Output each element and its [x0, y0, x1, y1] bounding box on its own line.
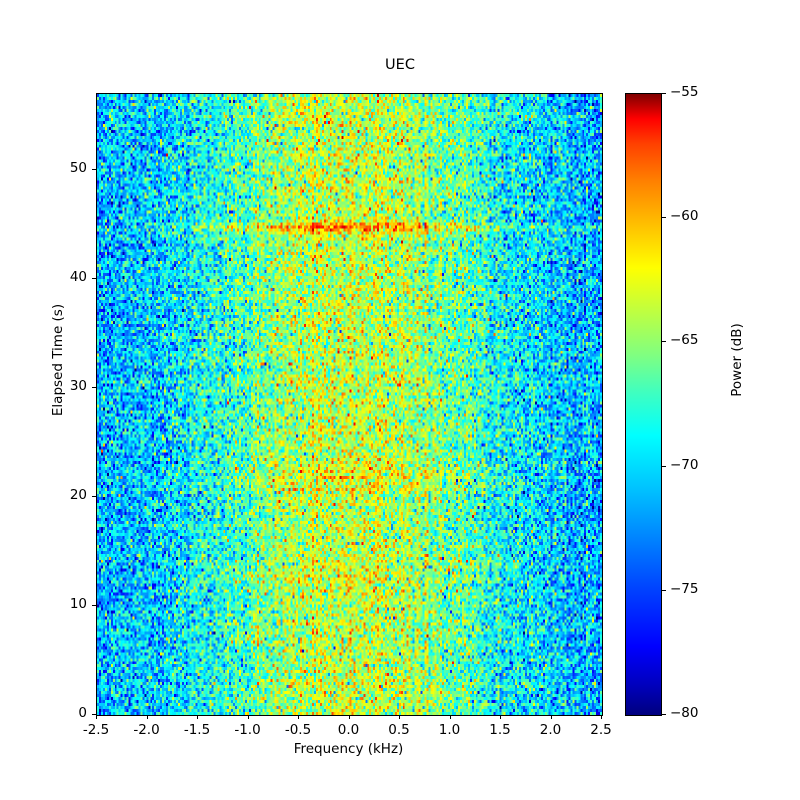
x-tick-label: -2.0: [133, 722, 160, 738]
y-axis-label: Elapsed Time (s): [50, 303, 66, 417]
x-tick-label: 1.5: [489, 722, 511, 738]
colorbar-tick-mark: [662, 714, 666, 715]
y-tick-label: 40: [69, 269, 87, 286]
y-tick-mark: [92, 278, 96, 279]
x-tick-label: -2.5: [82, 722, 110, 738]
y-tick-label: 50: [69, 160, 87, 177]
x-tick-label: -1.5: [183, 722, 211, 738]
x-tick-mark: [147, 715, 148, 719]
colorbar-tick-label: −65: [670, 332, 699, 349]
y-tick-label: 30: [69, 378, 87, 395]
x-tick-mark: [349, 715, 350, 719]
colorbar-tick-label: −80: [670, 705, 699, 721]
y-tick-mark: [92, 496, 96, 497]
colorbar-tick-mark: [662, 466, 666, 467]
y-tick-label: 20: [69, 487, 87, 504]
colorbar-tick-mark: [662, 217, 666, 218]
x-tick-mark: [399, 715, 400, 719]
y-tick-mark: [92, 169, 96, 170]
x-tick-label: -1.0: [234, 722, 261, 738]
x-tick-mark: [500, 715, 501, 719]
x-tick-label: 2.0: [539, 722, 562, 738]
y-tick-label: 0: [78, 705, 87, 721]
colorbar-tick-mark: [662, 341, 666, 342]
x-tick-label: -0.5: [284, 722, 312, 738]
title-line-station: UEC: [385, 57, 415, 73]
colorbar-tick-mark: [662, 590, 666, 591]
x-tick-mark: [450, 715, 451, 719]
x-tick-mark: [96, 715, 97, 719]
y-tick-mark: [92, 605, 96, 606]
x-axis-label: Frequency (kHz): [293, 741, 404, 757]
x-tick-label: 1.0: [438, 722, 461, 738]
colorbar-tick-label: −75: [670, 580, 699, 597]
x-tick-mark: [601, 715, 602, 719]
y-tick-label: 10: [69, 596, 87, 613]
spectrogram-plot-area: [96, 93, 603, 716]
colorbar: [625, 93, 662, 716]
x-tick-mark: [551, 715, 552, 719]
x-tick-label: 2.5: [590, 722, 612, 738]
x-tick-mark: [197, 715, 198, 719]
colorbar-tick-label: −70: [670, 456, 699, 473]
x-tick-mark: [248, 715, 249, 719]
y-tick-mark: [92, 714, 96, 715]
x-tick-label: 0.0: [337, 722, 360, 738]
colorbar-label: Power (dB): [729, 323, 745, 397]
x-tick-label: 0.5: [388, 722, 410, 738]
colorbar-tick-mark: [662, 93, 666, 94]
spectrogram-image: [97, 94, 602, 715]
x-tick-mark: [298, 715, 299, 719]
y-tick-mark: [92, 387, 96, 388]
colorbar-tick-label: −55: [670, 84, 699, 100]
colorbar-tick-label: −60: [670, 208, 699, 225]
